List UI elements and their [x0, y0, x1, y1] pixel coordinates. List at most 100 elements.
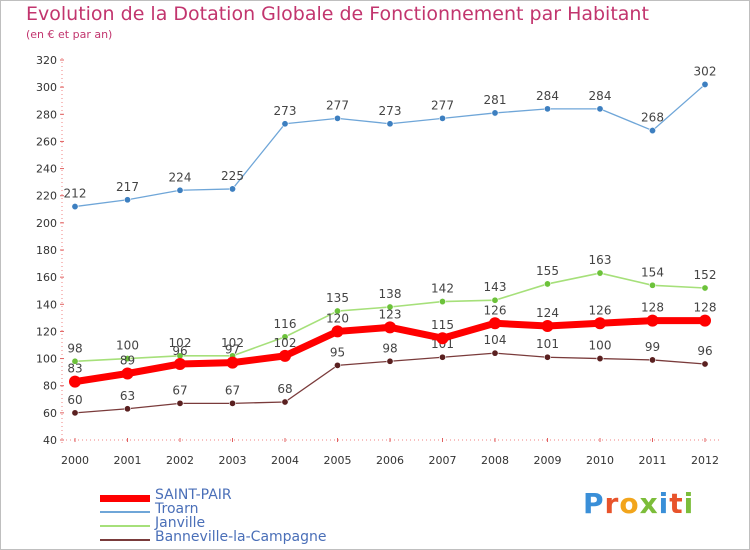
- data-label-troarn: 273: [274, 104, 297, 118]
- data-point-saint-pair: [541, 320, 554, 332]
- x-tick-label: 2009: [534, 454, 562, 467]
- x-tick-label: 2004: [271, 454, 299, 467]
- data-label-janville: 102: [221, 336, 244, 350]
- data-label-banneville-la-campagne: 60: [67, 393, 82, 407]
- y-tick-label: 120: [36, 325, 57, 338]
- y-tick-label: 300: [36, 81, 57, 94]
- data-label-saint-pair: 115: [431, 318, 454, 332]
- chart-title: Evolution de la Dotation Globale de Fonc…: [26, 3, 649, 25]
- data-point-janville: [491, 296, 499, 304]
- data-label-saint-pair: 128: [694, 301, 717, 315]
- data-label-troarn: 225: [221, 169, 244, 183]
- data-point-banneville-la-campagne: [543, 353, 551, 361]
- legend-swatch: [100, 525, 150, 527]
- data-point-banneville-la-campagne: [281, 398, 289, 406]
- proxiti-logo: Proxiti: [583, 487, 695, 520]
- y-tick-label: 100: [36, 353, 57, 366]
- data-point-janville: [438, 298, 446, 306]
- data-point-saint-pair: [121, 367, 134, 380]
- data-point-saint-pair: [436, 332, 449, 345]
- data-label-banneville-la-campagne: 96: [697, 344, 712, 358]
- y-tick-label: 80: [43, 380, 57, 393]
- data-label-janville: 152: [694, 268, 717, 282]
- y-tick-label: 160: [36, 271, 57, 284]
- data-label-troarn: 212: [64, 187, 87, 201]
- x-tick-label: 2001: [114, 454, 142, 467]
- data-point-janville: [124, 355, 132, 363]
- data-label-banneville-la-campagne: 95: [330, 345, 345, 359]
- data-label-saint-pair: 89: [120, 354, 135, 368]
- data-point-troarn: [543, 105, 551, 113]
- data-point-banneville-la-campagne: [596, 355, 604, 363]
- y-tick-label: 220: [36, 190, 57, 203]
- x-tick-label: 2000: [61, 454, 89, 467]
- y-tick-label: 180: [36, 244, 57, 257]
- x-tick-label: 2006: [376, 454, 404, 467]
- data-label-saint-pair: 126: [484, 303, 507, 317]
- data-label-saint-pair: 96: [172, 344, 187, 358]
- data-point-saint-pair: [489, 317, 501, 330]
- data-label-janville: 102: [169, 336, 192, 350]
- x-tick-label: 2011: [639, 454, 667, 467]
- y-tick-label: 140: [36, 298, 57, 311]
- data-label-janville: 142: [431, 282, 454, 296]
- data-point-janville: [543, 280, 551, 288]
- data-point-janville: [648, 281, 656, 289]
- legend-swatch: [100, 494, 150, 502]
- data-label-janville: 155: [536, 264, 559, 278]
- data-point-banneville-la-campagne: [648, 356, 656, 364]
- data-label-janville: 100: [116, 339, 139, 353]
- data-point-troarn: [333, 114, 341, 122]
- x-tick-label: 2005: [324, 454, 352, 467]
- data-label-janville: 135: [326, 291, 349, 305]
- data-label-troarn: 277: [431, 98, 454, 112]
- data-label-banneville-la-campagne: 104: [484, 333, 507, 347]
- y-tick-label: 240: [36, 163, 57, 176]
- y-tick-label: 320: [36, 54, 57, 67]
- data-point-saint-pair: [69, 375, 81, 388]
- legend-label: Troarn: [155, 501, 199, 517]
- legend-label: Banneville-la-Campagne: [155, 529, 327, 545]
- data-point-banneville-la-campagne: [71, 409, 79, 417]
- data-label-troarn: 224: [169, 170, 192, 184]
- data-label-troarn: 217: [116, 180, 139, 194]
- data-point-janville: [701, 284, 709, 292]
- legend-swatch: [100, 539, 150, 541]
- legend-label: SAINT-PAIR: [155, 487, 232, 503]
- y-tick-label: 60: [43, 407, 57, 420]
- y-tick-label: 260: [36, 135, 57, 148]
- data-point-troarn: [281, 120, 289, 128]
- data-label-saint-pair: 83: [67, 362, 82, 376]
- data-label-troarn: 277: [326, 98, 349, 112]
- data-label-banneville-la-campagne: 68: [277, 382, 292, 396]
- x-tick-label: 2002: [166, 454, 194, 467]
- x-tick-label: 2003: [219, 454, 247, 467]
- data-point-janville: [596, 269, 604, 277]
- legend-swatch: [100, 511, 150, 513]
- data-point-janville: [281, 333, 289, 341]
- data-label-janville: 154: [641, 265, 664, 279]
- data-point-banneville-la-campagne: [491, 349, 499, 357]
- data-label-janville: 163: [589, 253, 612, 267]
- data-point-saint-pair: [699, 314, 711, 327]
- data-label-banneville-la-campagne: 99: [645, 340, 660, 354]
- x-tick-label: 2012: [691, 454, 719, 467]
- data-label-janville: 143: [484, 280, 507, 294]
- data-point-janville: [386, 303, 394, 311]
- data-label-janville: 138: [379, 287, 402, 301]
- data-point-troarn: [229, 185, 237, 193]
- data-point-banneville-la-campagne: [701, 360, 709, 368]
- data-point-banneville-la-campagne: [386, 357, 394, 365]
- data-label-troarn: 268: [641, 111, 664, 125]
- data-point-saint-pair: [279, 349, 291, 362]
- data-point-troarn: [386, 120, 394, 128]
- chart-subtitle: (en € et par an): [26, 28, 113, 41]
- data-point-saint-pair: [226, 356, 239, 369]
- data-label-janville: 98: [67, 341, 82, 355]
- data-point-saint-pair: [331, 325, 344, 338]
- data-point-saint-pair: [594, 317, 606, 330]
- data-point-banneville-la-campagne: [333, 361, 341, 369]
- data-label-saint-pair: 123: [379, 307, 402, 321]
